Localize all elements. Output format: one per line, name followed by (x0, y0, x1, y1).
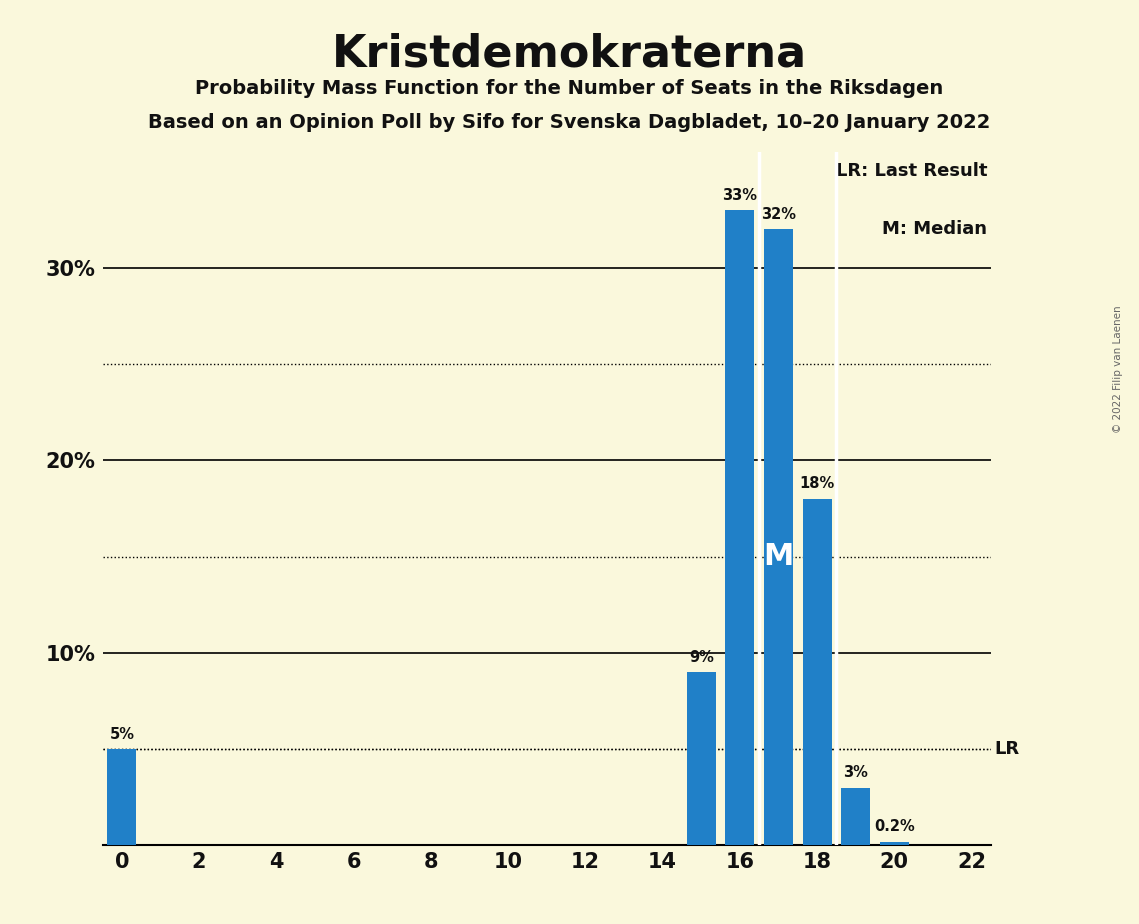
Text: Kristdemokraterna: Kristdemokraterna (331, 32, 808, 76)
Bar (107, 749, 137, 845)
Text: LR: Last Result: LR: Last Result (836, 162, 988, 180)
Text: M: Median: M: Median (882, 220, 988, 237)
Text: 0.2%: 0.2% (874, 819, 915, 834)
Text: 5%: 5% (109, 726, 134, 741)
Text: Probability Mass Function for the Number of Seats in the Riksdagen: Probability Mass Function for the Number… (196, 79, 943, 98)
Text: 32%: 32% (761, 207, 796, 222)
Bar (842, 787, 870, 845)
Text: 33%: 33% (722, 188, 757, 202)
Text: 9%: 9% (689, 650, 714, 664)
Text: Based on an Opinion Poll by Sifo for Svenska Dagbladet, 10–20 January 2022: Based on an Opinion Poll by Sifo for Sve… (148, 113, 991, 132)
Bar (803, 499, 831, 845)
Text: LR: LR (994, 740, 1019, 759)
Bar (764, 229, 793, 845)
Text: © 2022 Filip van Laenen: © 2022 Filip van Laenen (1114, 306, 1123, 433)
Bar (726, 211, 754, 845)
Text: 3%: 3% (843, 765, 868, 780)
Bar (687, 673, 715, 845)
Text: 18%: 18% (800, 476, 835, 492)
Text: M: M (763, 542, 794, 571)
Bar (879, 842, 909, 845)
